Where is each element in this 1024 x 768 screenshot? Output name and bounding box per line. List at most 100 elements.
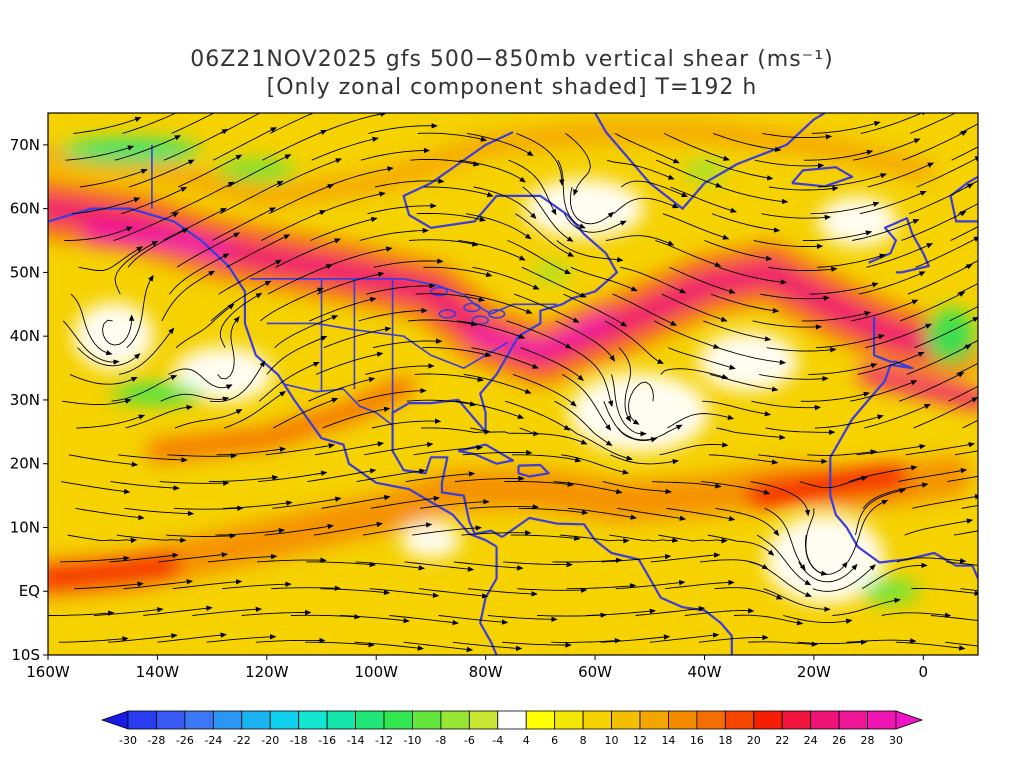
streamline bbox=[881, 612, 952, 618]
streamline bbox=[503, 561, 573, 568]
streamline bbox=[702, 400, 772, 417]
colorbar-tick-label: -14 bbox=[347, 734, 365, 747]
colorbar-tick-label: 6 bbox=[551, 734, 558, 747]
streamline bbox=[211, 207, 276, 241]
streamline bbox=[506, 320, 572, 349]
shear-patch bbox=[173, 346, 274, 403]
streamline bbox=[473, 186, 537, 220]
colorbar-segment bbox=[554, 710, 584, 730]
streamline bbox=[517, 587, 588, 593]
streamline bbox=[422, 347, 492, 358]
streamline bbox=[166, 533, 236, 539]
shear-patch bbox=[60, 139, 201, 164]
streamline bbox=[372, 338, 443, 349]
colorbar-segment bbox=[639, 710, 669, 730]
streamline bbox=[609, 534, 679, 543]
streamline bbox=[464, 293, 533, 314]
streamline bbox=[125, 404, 193, 429]
streamline bbox=[273, 397, 339, 429]
streamline bbox=[325, 166, 394, 188]
streamline bbox=[861, 562, 928, 590]
streamline bbox=[159, 480, 230, 486]
streamline bbox=[258, 361, 320, 402]
streamline bbox=[522, 186, 574, 242]
colorbar-tick-label: -28 bbox=[147, 734, 165, 747]
streamline bbox=[564, 213, 627, 233]
streamline bbox=[716, 427, 786, 440]
colorbar-tick-label: 30 bbox=[889, 734, 903, 747]
streamline bbox=[951, 146, 978, 161]
streamline bbox=[358, 307, 428, 322]
streamline bbox=[487, 615, 558, 622]
streamline bbox=[616, 507, 687, 521]
streamline bbox=[715, 507, 780, 537]
lat-tick-label: 10S bbox=[11, 646, 40, 664]
streamline bbox=[206, 634, 277, 643]
streamline bbox=[783, 615, 853, 624]
coastline bbox=[501, 516, 733, 655]
streamline bbox=[603, 401, 658, 443]
lat-tick-label: 10N bbox=[10, 518, 40, 536]
streamline bbox=[758, 454, 828, 465]
streamline bbox=[914, 316, 978, 349]
streamline bbox=[906, 344, 972, 375]
streamline bbox=[717, 347, 787, 365]
colorbar-segment bbox=[582, 710, 612, 730]
streamline bbox=[954, 450, 978, 456]
streamline bbox=[900, 291, 966, 322]
streamline bbox=[421, 427, 491, 435]
shear-patch bbox=[684, 160, 725, 181]
streamline bbox=[667, 413, 735, 429]
lat-tick-label: 30N bbox=[10, 391, 40, 409]
streamline bbox=[220, 113, 261, 134]
coastline bbox=[48, 207, 498, 548]
streamline bbox=[290, 614, 361, 620]
streamline bbox=[569, 347, 614, 408]
colorbar-tick-label: -6 bbox=[464, 734, 475, 747]
streamline bbox=[748, 641, 818, 647]
streamline bbox=[114, 240, 159, 295]
streamline bbox=[805, 508, 828, 576]
shear-patch bbox=[698, 331, 799, 392]
streamline bbox=[452, 641, 523, 651]
colorbar-tick-label: -20 bbox=[261, 734, 279, 747]
streamline bbox=[812, 564, 876, 592]
streamline bbox=[797, 639, 868, 645]
longitude-axis: 160W 140W 120W 100W 80W 60W 40W 20W 0 bbox=[26, 655, 928, 681]
streamline bbox=[219, 180, 284, 215]
streamline bbox=[158, 552, 228, 563]
streamline bbox=[356, 468, 426, 483]
streamline bbox=[707, 534, 775, 556]
shear-band bbox=[466, 309, 614, 357]
streamline bbox=[953, 530, 978, 536]
streamline bbox=[423, 266, 493, 278]
streamline bbox=[855, 488, 906, 536]
streamline bbox=[566, 583, 637, 590]
streamline bbox=[816, 334, 885, 349]
streamline bbox=[167, 453, 238, 459]
streamline bbox=[404, 561, 475, 572]
streamline bbox=[555, 320, 616, 362]
streamline bbox=[109, 552, 179, 563]
streamline bbox=[218, 259, 283, 295]
streamline bbox=[168, 368, 233, 390]
lon-tick-label: 120W bbox=[245, 663, 289, 681]
colorbar-tick-label: -10 bbox=[403, 734, 421, 747]
streamline bbox=[462, 449, 533, 456]
streamline bbox=[955, 362, 978, 375]
streamline bbox=[965, 180, 978, 188]
streamline bbox=[511, 454, 582, 463]
streamline bbox=[684, 607, 755, 616]
colorbar-segment bbox=[440, 710, 470, 730]
streamline bbox=[663, 132, 730, 161]
streamline bbox=[459, 159, 526, 183]
lat-tick-label: 60N bbox=[10, 200, 40, 218]
streamline bbox=[471, 347, 539, 369]
streamline bbox=[655, 240, 722, 268]
streamline bbox=[271, 585, 341, 591]
streamline bbox=[703, 320, 772, 342]
streamline bbox=[365, 363, 435, 375]
streamline bbox=[307, 468, 377, 483]
streamline bbox=[463, 373, 532, 394]
streamline bbox=[314, 441, 385, 456]
